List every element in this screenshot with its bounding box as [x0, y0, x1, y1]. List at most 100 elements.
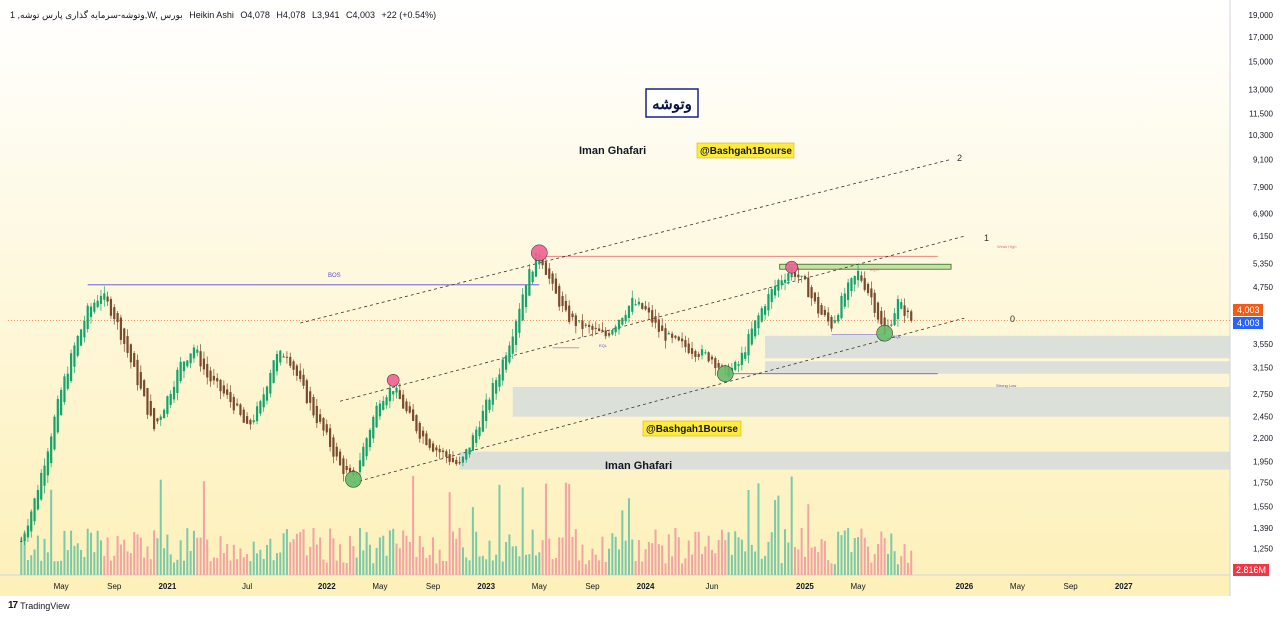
candle-body — [803, 275, 807, 280]
candle-body — [880, 310, 883, 325]
volume-bar — [192, 530, 195, 575]
candle-body — [309, 391, 312, 403]
candle-body — [455, 459, 458, 465]
volume-bar — [807, 504, 810, 575]
volume-bar — [445, 561, 448, 575]
volume-bar — [378, 537, 381, 575]
volume-bar — [212, 557, 215, 575]
symbol-name[interactable]: 1 ,وتوشه-سرمایه گذاری پارس توشه,W, بورس — [10, 10, 183, 20]
candle-body — [830, 316, 833, 329]
volume-bar — [578, 560, 581, 575]
candle-body — [252, 420, 255, 423]
volume-bar — [528, 554, 531, 575]
candle-body — [707, 352, 710, 362]
candle-body — [840, 295, 843, 319]
candle-body — [232, 397, 235, 411]
volume-bar — [541, 540, 544, 575]
candle-body — [448, 454, 451, 462]
volume-bar — [800, 527, 803, 575]
candle-body — [99, 295, 103, 304]
volume-bar — [272, 560, 275, 575]
volume-bar — [113, 555, 116, 575]
volume-bar — [491, 560, 494, 575]
candle-body — [176, 369, 179, 393]
time-tick-label: May — [532, 582, 547, 591]
volume-bar — [621, 510, 624, 575]
price-tick-label: 3,150 — [1253, 363, 1274, 372]
candle-body — [86, 305, 89, 330]
volume-bar — [242, 557, 245, 575]
tradingview-footer[interactable]: 17 TradingView — [8, 600, 70, 611]
candle-body — [56, 398, 59, 433]
volume-bar — [554, 557, 557, 575]
candle-body — [375, 405, 378, 428]
volume-bar — [23, 531, 26, 575]
volume-bar — [46, 552, 49, 575]
candle-body — [362, 446, 365, 467]
volume-bar — [176, 559, 179, 575]
volume-bar — [305, 555, 308, 575]
candle-body — [837, 314, 840, 322]
strong-low-label: Strong Low — [996, 383, 1016, 388]
candle-body — [511, 336, 514, 354]
candle-body — [876, 302, 880, 320]
swing-high-marker — [785, 260, 798, 274]
candle-body — [495, 380, 498, 394]
volume-bar — [149, 559, 152, 575]
author-label-top: Iman Ghafari — [579, 145, 646, 157]
candle-body — [873, 292, 876, 313]
volume-bar — [448, 492, 451, 575]
candle-body — [853, 275, 856, 285]
candle-body — [823, 309, 826, 316]
volume-bar — [86, 528, 89, 575]
volume-bar — [73, 545, 76, 575]
volume-bar — [266, 544, 269, 575]
volume-bar — [402, 530, 405, 575]
price-scale-background — [1230, 0, 1280, 596]
volume-bar — [26, 560, 29, 575]
volume-bar — [581, 544, 584, 575]
candle-body — [893, 313, 896, 326]
eqh-label: EQH — [870, 267, 879, 272]
volume-bar — [521, 487, 524, 575]
time-tick-label: Jun — [706, 582, 719, 591]
volume-bar — [405, 535, 408, 575]
volume-bar — [418, 536, 421, 575]
candle-body — [319, 414, 322, 422]
volume-bar — [764, 555, 767, 575]
time-tick-label: Sep — [107, 582, 122, 591]
candle-body — [584, 324, 587, 326]
volume-bar — [694, 531, 697, 575]
candle-body — [315, 405, 318, 424]
prev-close-label: 4,003 — [1237, 318, 1260, 328]
candle-body — [767, 294, 770, 311]
volume-bar — [654, 529, 657, 575]
candle-body — [548, 268, 551, 279]
candle-body — [182, 361, 186, 372]
candle-body — [621, 317, 624, 325]
candle-body — [737, 364, 740, 366]
candle-body — [129, 344, 132, 363]
candle-body — [76, 336, 79, 356]
volume-bar — [368, 544, 371, 575]
candle-body — [412, 409, 415, 421]
candle-body — [83, 320, 86, 338]
price-tick-label: 19,000 — [1249, 11, 1274, 20]
candle-body — [149, 400, 152, 416]
time-tick-label: 2026 — [955, 582, 973, 591]
price-tick-label: 2,750 — [1253, 390, 1274, 399]
price-tick-label: 2,450 — [1253, 413, 1274, 422]
candle-body — [568, 305, 571, 323]
candle-body — [358, 460, 362, 473]
volume-bar — [631, 539, 634, 575]
channel-line-2 — [300, 158, 952, 324]
candle-body — [425, 433, 428, 446]
volume-bar — [422, 547, 425, 575]
candle-body — [392, 390, 395, 395]
candle-body — [704, 352, 707, 354]
candle-body — [153, 408, 156, 430]
volume-bar — [252, 541, 255, 575]
volume-bar — [813, 546, 816, 575]
